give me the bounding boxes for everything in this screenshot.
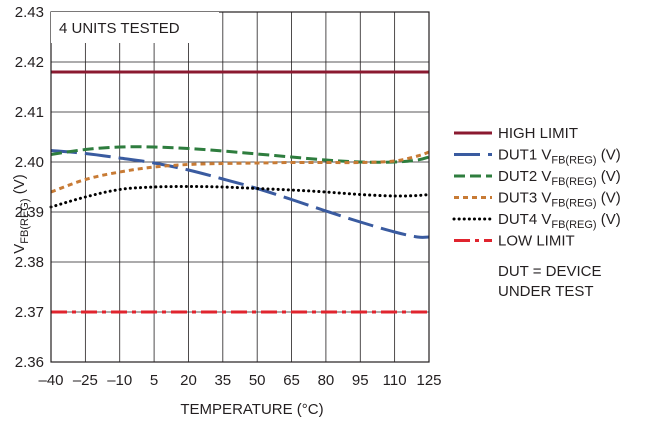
x-tick-label: –25 — [73, 372, 98, 389]
x-tick-label: 20 — [180, 372, 197, 389]
x-tick-label: 80 — [318, 372, 335, 389]
legend: HIGH LIMIT DUT1 VFB(REG) (V)DUT2 VFB(REG)… — [452, 125, 621, 300]
y-tick-labels: 2.36 2.37 2.38 2.39 2.40 2.41 2.42 2.43 — [15, 4, 44, 371]
legend-label-1: HIGH LIMIT — [498, 125, 578, 142]
x-tick-label: 65 — [283, 372, 300, 389]
x-tick-label: 35 — [214, 372, 231, 389]
series-lines — [49, 70, 431, 314]
x-tick-label: 110 — [383, 372, 407, 389]
legend-label-5: DUT4 VFB(REG) (V) — [498, 211, 621, 231]
annotation-box — [51, 12, 219, 43]
y-tick-label: 2.37 — [15, 304, 44, 321]
legend-label-4: DUT3 VFB(REG) (V) — [498, 190, 621, 210]
x-tick-label: 125 — [416, 372, 441, 389]
legend-note-line: UNDER TEST — [498, 283, 594, 300]
x-tick-label: –40 — [38, 372, 63, 389]
grid — [51, 12, 429, 362]
y-tick-label: 2.41 — [15, 104, 44, 121]
x-tick-label: 50 — [249, 372, 266, 389]
x-tick-label: –10 — [107, 372, 132, 389]
y-tick-label: 2.43 — [15, 4, 44, 21]
y-tick-label: 2.38 — [15, 254, 44, 271]
series-line-3 — [50, 145, 430, 164]
legend-label-2: DUT1 VFB(REG) (V) — [498, 147, 621, 167]
y-tick-label: 2.42 — [15, 54, 44, 71]
x-tick-labels: –40 –25 –10 5 20 35 50 65 80 95 110 125 — [38, 372, 441, 389]
series-line-5 — [49, 184, 431, 209]
y-tick-label: 2.36 — [15, 354, 44, 371]
y-tick-label: 2.39 — [15, 204, 44, 221]
y-axis-title: VFB(REG) (V) — [11, 174, 31, 253]
legend-label-6: LOW LIMIT — [498, 233, 575, 250]
x-axis-title: TEMPERATURE (°C) — [180, 401, 323, 418]
annotation: 4 UNITS TESTED — [59, 20, 180, 37]
x-tick-label: 5 — [150, 372, 158, 389]
legend-label-3: DUT2 VFB(REG) (V) — [498, 168, 621, 188]
x-tick-label: 95 — [352, 372, 369, 389]
series-line-4 — [50, 150, 430, 194]
plot-frame — [50, 11, 430, 363]
legend-note-line: DUT = DEVICE — [498, 263, 602, 280]
y-tick-label: 2.40 — [15, 154, 44, 171]
